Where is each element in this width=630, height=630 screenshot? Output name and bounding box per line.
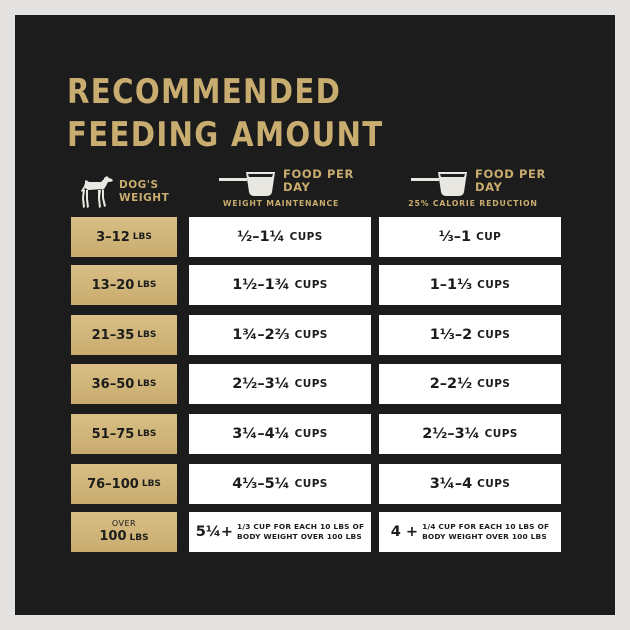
maintenance-amount-cell: 1¾–2⅔ CUPS — [189, 315, 371, 355]
weight-cell: 76–100 LBS — [71, 464, 177, 504]
maintenance-amount-cell: ½–1¼ CUPS — [189, 217, 371, 257]
weight-cell: OVER 100 LBS — [71, 512, 177, 552]
food-per-day-header-reduction: FOOD PER DAY 25% CALORIE REDUCTION — [383, 165, 563, 217]
reduction-amount-cell: 2–2½ CUPS — [379, 364, 561, 404]
weight-cell: 36–50 LBS — [71, 364, 177, 404]
food-per-day-label: FOOD PER DAY — [283, 167, 354, 194]
weight-cell: 51–75 LBS — [71, 414, 177, 454]
reduction-amount-cell: 2½–3¼ CUPS — [379, 414, 561, 454]
reduction-amount-cell: 1⅓–2 CUPS — [379, 315, 561, 355]
reduction-amount-cell: ⅓–1 CUP — [379, 217, 561, 257]
weight-cell: 21–35 LBS — [71, 315, 177, 355]
maintenance-amount-cell: 3¼–4¼ CUPS — [189, 414, 371, 454]
maintenance-amount-cell: 4⅓–5¼ CUPS — [189, 464, 371, 504]
weight-cell: 3–12 LBS — [71, 217, 177, 257]
title-line-2: FEEDING AMOUNT — [67, 115, 384, 155]
calorie-reduction-label: 25% CALORIE REDUCTION — [408, 199, 538, 208]
table-row: 21–35 LBS 1¾–2⅔ CUPS 1⅓–2 CUPS — [71, 315, 561, 355]
feeding-chart-panel: RECOMMENDED FEEDING AMOUNT DOG'S WEIGHT … — [15, 15, 615, 615]
reduction-amount-cell: 4 + 1/4 CUP FOR EACH 10 LBS OF BODY WEIG… — [379, 512, 561, 552]
food-per-day-label: FOOD PER DAY — [475, 167, 546, 194]
table-row: 76–100 LBS 4⅓–5¼ CUPS 3¼–4 CUPS — [71, 464, 561, 504]
food-per-day-header-maintenance: FOOD PER DAY WEIGHT MAINTENANCE — [191, 165, 371, 217]
dog-icon — [81, 176, 113, 208]
dog-weight-header: DOG'S WEIGHT — [71, 173, 181, 213]
table-row: 51–75 LBS 3¼–4¼ CUPS 2½–3¼ CUPS — [71, 414, 561, 454]
table-row-over-100: OVER 100 LBS 5¼+ 1/3 CUP FOR EACH 10 LBS … — [71, 512, 561, 552]
measuring-scoop-icon — [219, 172, 275, 196]
dog-weight-label: DOG'S WEIGHT — [119, 179, 170, 204]
maintenance-amount-cell: 2½–3¼ CUPS — [189, 364, 371, 404]
title-line-1: RECOMMENDED — [67, 72, 342, 112]
table-row: 36–50 LBS 2½–3¼ CUPS 2–2½ CUPS — [71, 364, 561, 404]
weight-cell: 13–20 LBS — [71, 265, 177, 305]
maintenance-amount-cell: 5¼+ 1/3 CUP FOR EACH 10 LBS OF BODY WEIG… — [189, 512, 371, 552]
table-row: 13–20 LBS 1½–1¾ CUPS 1–1⅓ CUPS — [71, 265, 561, 305]
measuring-scoop-icon — [411, 172, 467, 196]
reduction-amount-cell: 1–1⅓ CUPS — [379, 265, 561, 305]
maintenance-amount-cell: 1½–1¾ CUPS — [189, 265, 371, 305]
table-row: 3–12 LBS ½–1¼ CUPS ⅓–1 CUP — [71, 217, 561, 257]
page-title: RECOMMENDED FEEDING AMOUNT — [67, 71, 384, 157]
reduction-amount-cell: 3¼–4 CUPS — [379, 464, 561, 504]
weight-maintenance-label: WEIGHT MAINTENANCE — [222, 199, 340, 208]
